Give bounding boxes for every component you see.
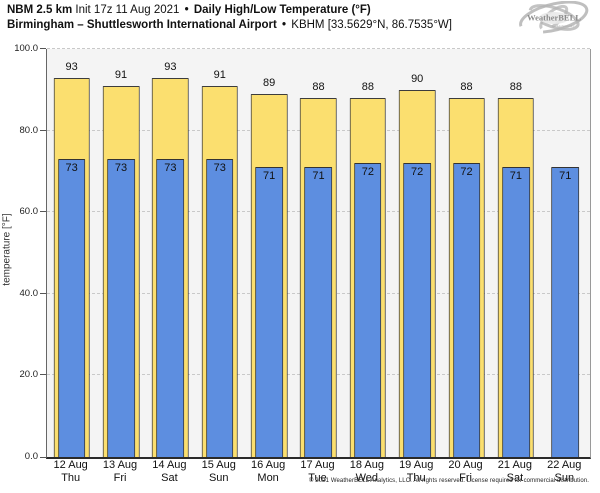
title-line-1: NBM 2.5 km Init 17z 11 Aug 2021 • Daily … (7, 3, 452, 18)
x-tick-date: 21 Aug (497, 459, 533, 471)
chart-header: NBM 2.5 km Init 17z 11 Aug 2021 • Daily … (7, 3, 452, 33)
y-tick-label: 60.0 (19, 206, 39, 218)
low-temp-bar: 72 (452, 163, 481, 457)
bar-group-14-aug: 93 73 (146, 49, 195, 457)
high-temp-value: 88 (312, 80, 325, 93)
x-tick-label: 12 Aug Thu (46, 459, 95, 484)
high-temp-value: 88 (361, 80, 374, 93)
bar-group-20-aug: 88 72 (442, 49, 491, 457)
x-tick-weekday: Wed (355, 471, 379, 484)
x-tick-weekday: Thu (61, 471, 81, 484)
high-temp-value: 89 (262, 76, 276, 89)
logo-text: WeatherBELL (527, 13, 581, 23)
title-line-2: Birmingham – Shuttlesworth International… (7, 18, 452, 33)
y-tick-mark (40, 457, 46, 458)
x-tick-date: 22 Aug (547, 459, 582, 471)
high-temp-value: 93 (65, 60, 78, 73)
weatherbell-swirl-icon: WeatherBELL Analytics LLC (519, 0, 589, 34)
x-tick-weekday: Mon (257, 471, 279, 484)
y-tick-mark (40, 48, 46, 49)
y-tick-mark (40, 129, 46, 131)
low-temp-bar: 73 (205, 159, 234, 457)
x-tick-label: 15 Aug Sun (194, 459, 243, 484)
x-tick-weekday: Fri (113, 471, 127, 484)
x-tick-date: 16 Aug (250, 459, 286, 471)
y-tick-label: 20.0 (19, 369, 39, 381)
bar-group-16-aug: 89 71 (244, 49, 293, 457)
bar-group-22-aug: 71 (541, 49, 590, 457)
logo-subtext: Analytics LLC (556, 24, 575, 28)
high-temp-value: 90 (411, 72, 424, 85)
low-temp-bar: 73 (57, 159, 86, 457)
x-tick-date: 17 Aug (300, 459, 335, 471)
high-temp-value: 91 (213, 68, 226, 81)
x-tick-label: 20 Aug Fri (441, 459, 490, 484)
bar-group-21-aug: 88 71 (491, 49, 540, 457)
init-time: Init 17z 11 Aug 2021 (75, 4, 180, 16)
product-name: Daily High/Low Temperature (°F) (193, 4, 371, 16)
x-tick-date: 14 Aug (152, 459, 187, 471)
x-tick-label: 18 Aug Wed (342, 459, 391, 484)
x-tick-weekday: Sun (554, 471, 575, 484)
title-separator: • (184, 4, 189, 16)
x-tick-label: 13 Aug Fri (95, 459, 144, 484)
x-tick-weekday: Sat (161, 471, 178, 484)
y-tick-label: 80.0 (19, 124, 39, 136)
y-tick-mark (40, 374, 46, 376)
x-tick-date: 12 Aug (53, 459, 88, 471)
y-tick-label: 100.0 (14, 43, 38, 54)
low-temp-bar: 72 (403, 163, 432, 457)
low-temp-bar: 73 (107, 159, 135, 457)
high-temp-value: 88 (509, 80, 523, 93)
y-tick-label: 0.0 (24, 451, 38, 462)
x-tick-label: 19 Aug Thu (392, 459, 441, 484)
bar-group-17-aug: 88 71 (294, 49, 343, 457)
weatherbell-logo: WeatherBELL Analytics LLC (512, 0, 596, 42)
bar-group-13-aug: 91 73 (96, 49, 145, 457)
x-axis-labels: 12 Aug Thu 13 Aug Fri 14 Aug Sat 15 Aug Sun 16 A… (46, 459, 589, 484)
x-tick-weekday: Sat (506, 471, 524, 484)
bar-group-15-aug: 91 73 (195, 49, 244, 457)
x-tick-weekday: Fri (459, 471, 472, 484)
location-name: Birmingham – Shuttlesworth International… (7, 19, 277, 31)
low-temp-bar: 71 (502, 167, 530, 457)
copyright-notice: © 2021 WeatherBELL Analytics, LLC. All r… (309, 478, 589, 484)
x-tick-date: 15 Aug (201, 459, 236, 471)
x-tick-label: 14 Aug Sat (145, 459, 194, 484)
gridline-100 (47, 48, 590, 49)
x-tick-label: 17 Aug Tue (293, 459, 342, 484)
y-tick-label: 40.0 (19, 287, 39, 299)
bar-group-19-aug: 90 72 (393, 49, 442, 457)
station-id: KBHM [33.5629°N, 86.7535°W] (291, 19, 452, 31)
high-temp-value: 91 (114, 68, 128, 81)
high-temp-value: 88 (460, 80, 473, 93)
bar-group-18-aug: 88 72 (343, 49, 392, 457)
x-tick-date: 18 Aug (349, 459, 384, 471)
x-tick-weekday: Sun (208, 471, 229, 484)
low-temp-bar: 71 (255, 167, 283, 457)
bars-container: 93 73 91 73 93 73 91 73 89 71 88 71 88 72 90 72 88 72 88 71… (47, 49, 590, 457)
bar-group-12-aug: 93 73 (47, 49, 96, 457)
y-tick-mark (40, 292, 46, 294)
plot-area: 93 73 91 73 93 73 91 73 89 71 88 71 88 72 90 72 88 72 88 71… (14, 43, 591, 462)
x-tick-date: 19 Aug (399, 459, 434, 471)
x-tick-label: 16 Aug Mon (243, 459, 292, 484)
low-temp-bar: 72 (354, 163, 382, 457)
x-tick-date: 20 Aug (448, 459, 483, 471)
x-tick-weekday: Thu (406, 471, 426, 484)
low-temp-bar: 71 (304, 167, 333, 457)
title-separator-2: • (282, 19, 287, 31)
low-temp-bar: 73 (156, 159, 185, 457)
y-axis-title: temperature [°F] (1, 213, 13, 286)
x-tick-label: 22 Aug Sun (540, 459, 589, 484)
model-name: NBM 2.5 km (7, 4, 73, 16)
low-temp-bar: 71 (551, 167, 580, 457)
y-tick-mark (40, 211, 46, 213)
x-tick-date: 13 Aug (102, 459, 138, 471)
high-temp-value: 93 (164, 60, 177, 73)
x-tick-label: 21 Aug Sat (490, 459, 539, 484)
x-tick-weekday: Tue (308, 471, 327, 484)
